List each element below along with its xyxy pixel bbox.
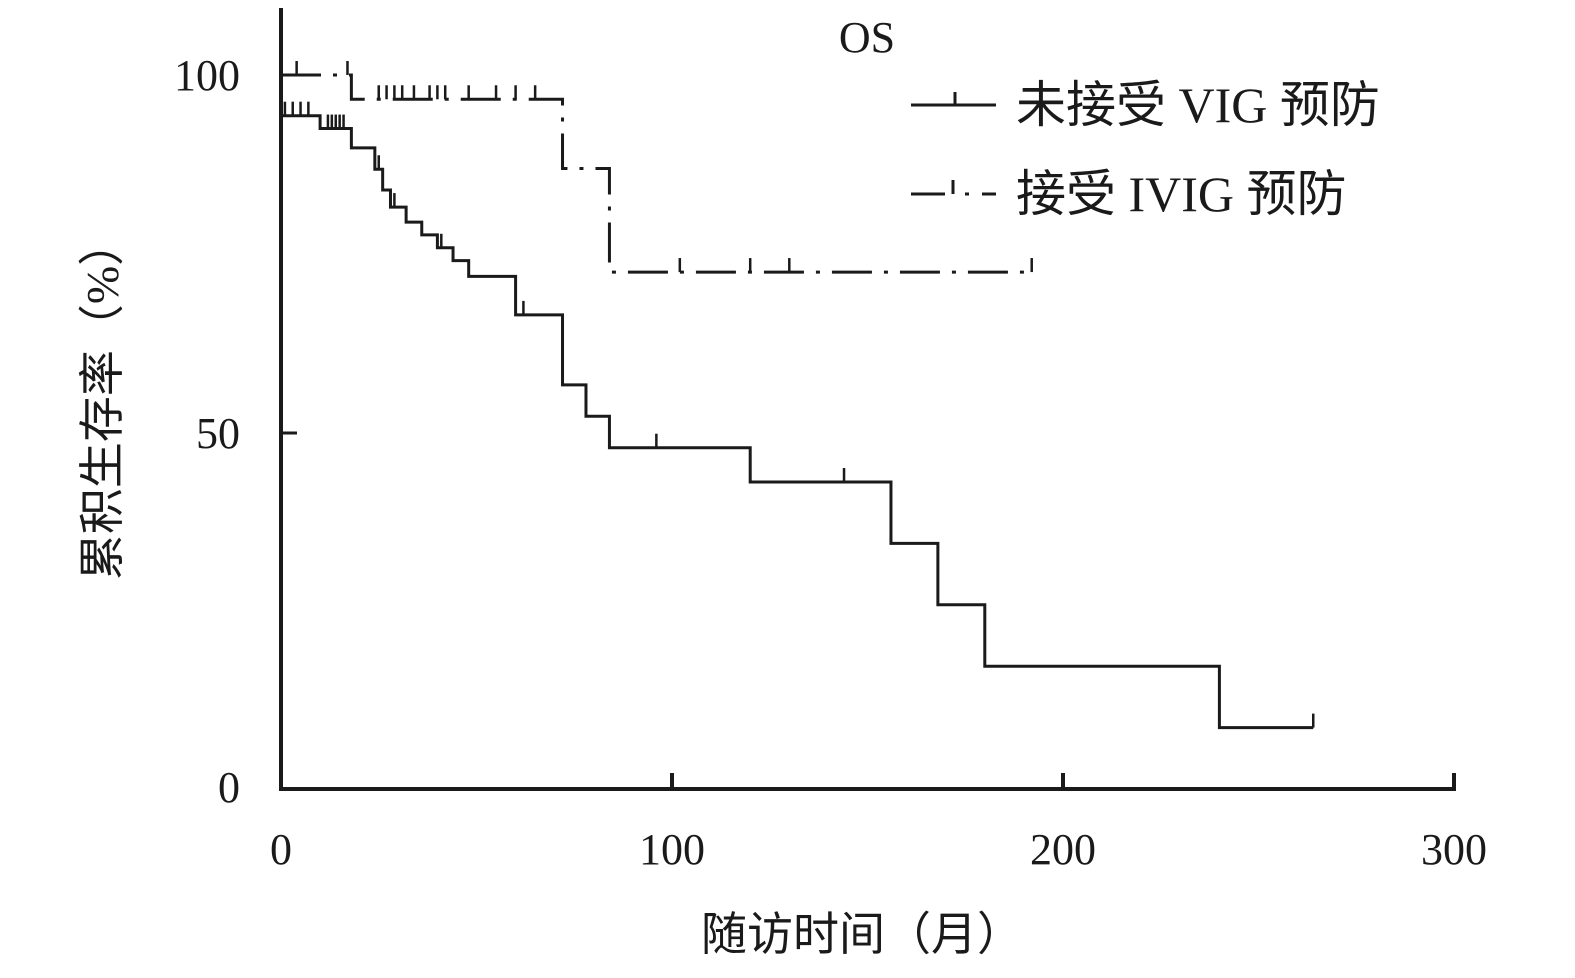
- legend-item-ivig: 接受 IVIG 预防: [911, 166, 1347, 222]
- legend-label-ivig: 接受 IVIG 预防: [1016, 166, 1347, 222]
- series-layer: [281, 61, 1315, 730]
- y-tick-label-50: 50: [196, 409, 240, 458]
- legend: 未接受 VIG 预防 接受 IVIG 预防: [911, 77, 1380, 222]
- y-axis-label: 累积生存率（%）: [77, 220, 128, 580]
- x-tick-label-100: 100: [639, 825, 705, 874]
- series-line-1: [281, 73, 1032, 274]
- chart-title: OS: [839, 13, 895, 62]
- x-tick-label-300: 300: [1421, 825, 1487, 874]
- legend-label-no-vig: 未接受 VIG 预防: [1016, 77, 1380, 133]
- x-tick-label-0: 0: [270, 825, 292, 874]
- y-tick-label-100: 100: [174, 51, 240, 100]
- x-axis-label: 随访时间（月）: [701, 909, 1023, 960]
- x-tick-label-200: 200: [1030, 825, 1096, 874]
- y-tick-label-0: 0: [218, 763, 240, 812]
- legend-item-no-vig: 未接受 VIG 预防: [911, 77, 1380, 133]
